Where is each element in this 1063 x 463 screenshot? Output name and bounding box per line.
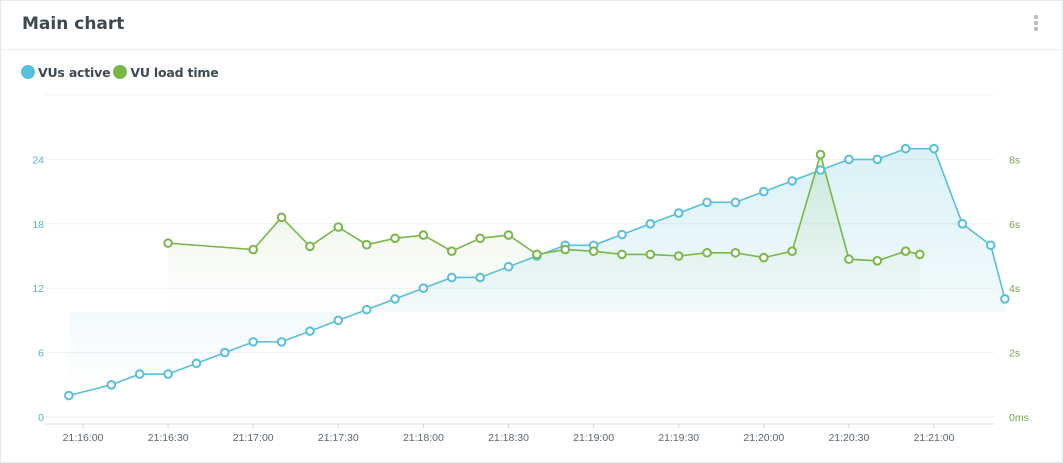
data-point-vus-active xyxy=(305,326,315,336)
legend-item-vus-active[interactable]: VUs active xyxy=(21,64,111,80)
data-point-vus-active xyxy=(1000,294,1010,304)
data-point-vus-active xyxy=(645,219,656,229)
data-point-vus-active xyxy=(503,261,514,272)
data-point-vus-active xyxy=(759,186,769,197)
x-tick-label: 21:17:00 xyxy=(233,432,274,444)
data-point-vu-load-time xyxy=(815,149,826,160)
kebab-vertical-icon[interactable] xyxy=(1032,15,1040,35)
data-point-vus-active xyxy=(248,337,258,347)
y-right-tick-label: 6s xyxy=(1009,219,1020,231)
data-point-vu-load-time xyxy=(361,239,372,250)
data-point-vu-load-time xyxy=(645,249,656,260)
data-point-vus-active xyxy=(64,390,74,401)
data-point-vus-active xyxy=(702,197,712,208)
data-point-vus-active xyxy=(900,143,911,154)
data-point-vu-load-time xyxy=(900,246,911,256)
data-point-vu-load-time xyxy=(305,241,315,252)
x-tick-label: 21:16:00 xyxy=(63,432,104,444)
data-point-vu-load-time xyxy=(418,230,429,240)
data-point-vus-active xyxy=(418,283,429,294)
x-tick-label: 21:17:30 xyxy=(318,432,359,444)
data-point-vu-load-time xyxy=(673,251,684,261)
panel-header: Main chart xyxy=(1,1,1062,50)
data-point-vus-active xyxy=(134,369,145,379)
data-point-vu-load-time xyxy=(759,252,769,263)
data-point-vus-active xyxy=(191,358,202,369)
y-right-tick-label: 2s xyxy=(1009,348,1020,360)
y-left-tick-label: 24 xyxy=(32,154,44,166)
data-point-vu-load-time xyxy=(276,212,287,223)
legend-dot-vu-load-time xyxy=(113,65,128,79)
data-point-vus-active xyxy=(220,347,230,358)
y-right-tick-label: 0ms xyxy=(1009,412,1029,424)
data-point-vus-active xyxy=(787,176,797,186)
data-point-vus-active xyxy=(361,304,372,315)
data-point-vus-active xyxy=(617,229,627,240)
data-point-vu-load-time xyxy=(532,249,542,260)
data-point-vu-load-time xyxy=(446,246,457,256)
x-tick-label: 21:16:30 xyxy=(148,432,189,444)
x-tick-label: 21:20:00 xyxy=(743,432,784,444)
area-vu-load-time xyxy=(168,154,920,312)
panel-title: Main chart xyxy=(22,14,125,34)
data-point-vu-load-time xyxy=(872,256,883,266)
data-point-vu-load-time xyxy=(588,246,599,256)
data-point-vus-active xyxy=(276,337,287,347)
data-point-vus-active xyxy=(844,154,854,165)
data-point-vu-load-time xyxy=(503,230,514,240)
data-point-vu-load-time xyxy=(475,233,485,244)
x-tick-label: 21:19:30 xyxy=(658,432,699,444)
data-point-vus-active xyxy=(106,380,117,390)
x-tick-label: 21:18:00 xyxy=(403,432,444,444)
data-point-vus-active xyxy=(872,154,883,165)
y-left-tick-label: 12 xyxy=(32,283,44,295)
data-point-vus-active xyxy=(163,369,173,379)
data-point-vus-active xyxy=(985,240,996,251)
data-point-vu-load-time xyxy=(248,244,258,255)
data-point-vu-load-time xyxy=(787,246,797,256)
chart-legend: VUs active VU load time xyxy=(21,63,222,81)
data-point-vus-active xyxy=(333,315,344,326)
series-line-vus-active xyxy=(68,147,1006,397)
data-point-vu-load-time xyxy=(163,238,173,248)
x-tick-label: 21:20:30 xyxy=(828,432,869,444)
x-tick-label: 21:19:00 xyxy=(573,432,614,444)
legend-item-vu-load-time[interactable]: VU load time xyxy=(113,64,219,80)
data-point-vus-active xyxy=(957,219,968,229)
data-point-vu-load-time xyxy=(617,249,627,260)
data-point-vu-load-time xyxy=(560,244,571,255)
data-point-vus-active xyxy=(475,272,485,283)
data-point-vus-active xyxy=(390,294,400,304)
data-point-vus-active xyxy=(673,208,684,218)
data-point-vus-active xyxy=(815,165,826,175)
data-point-vu-load-time xyxy=(390,233,400,244)
x-tick-label: 21:21:00 xyxy=(914,432,955,444)
legend-label: VU load time xyxy=(130,64,219,80)
y-right-tick-label: 8s xyxy=(1009,154,1020,166)
y-left-tick-label: 18 xyxy=(32,219,44,231)
y-right-tick-label: 4s xyxy=(1009,283,1020,295)
data-point-vus-active xyxy=(446,272,457,283)
y-left-tick-label: 0 xyxy=(38,412,44,424)
data-point-vus-active xyxy=(730,197,741,208)
data-point-vu-load-time xyxy=(730,247,741,258)
data-point-vu-load-time xyxy=(844,254,854,265)
data-point-vus-active xyxy=(929,143,939,154)
data-point-vu-load-time xyxy=(915,249,925,260)
y-left-tick-label: 6 xyxy=(38,348,44,360)
legend-label: VUs active xyxy=(38,64,111,80)
data-point-vu-load-time xyxy=(702,247,712,258)
x-tick-label: 21:18:30 xyxy=(488,432,529,444)
legend-dot-vus-active xyxy=(21,65,35,79)
data-point-vu-load-time xyxy=(333,222,344,232)
